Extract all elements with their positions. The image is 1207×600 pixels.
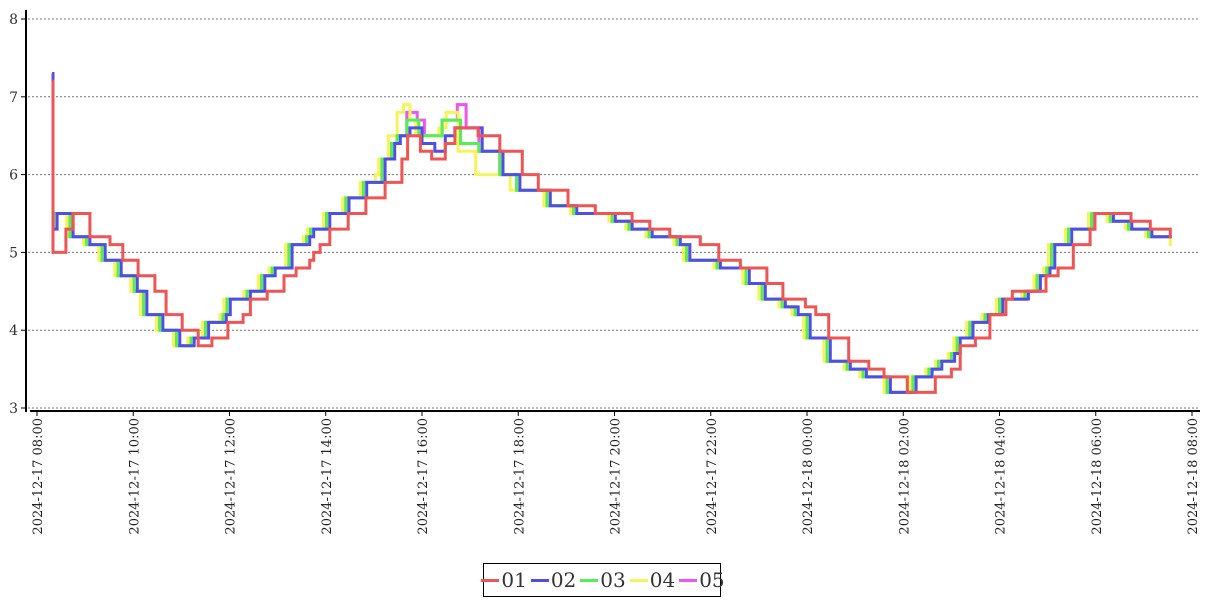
legend-swatch [580,578,599,582]
x-tick-label: 2024-12-18 08:00 [1186,418,1201,535]
y-tick-label: 8 [9,12,18,28]
y-tick-label: 4 [9,323,18,339]
legend-swatch [679,578,698,582]
x-tick-label: 2024-12-18 00:00 [801,418,816,535]
y-tick-label: 7 [9,90,18,106]
legend-swatch [629,578,648,582]
legend-swatch [530,578,549,582]
legend: 01 02 03 04 05 [481,563,725,597]
legend-item-01: 01 [479,568,527,592]
series-line-04 [51,72,1172,394]
legend-label: 05 [699,568,725,592]
series-line-01 [51,79,1172,394]
y-tick-label: 6 [9,168,18,184]
y-tick-label: 3 [9,401,18,417]
x-tick-label: 2024-12-17 12:00 [224,418,239,535]
legend-label: 03 [600,568,626,592]
x-tick-label: 2024-12-17 14:00 [320,418,335,535]
series-line-03 [51,72,1172,394]
x-tick-label: 2024-12-17 10:00 [127,418,142,535]
legend-item-02: 02 [529,568,576,592]
series-line-05 [51,72,1172,394]
legend-swatch [481,578,500,582]
series-lines [51,72,1172,394]
gridlines [28,18,1200,409]
legend-item-05: 05 [677,568,725,592]
x-tick-label: 2024-12-17 18:00 [512,418,527,535]
x-tick-label: 2024-12-18 02:00 [897,418,912,535]
x-tick-label: 2024-12-18 06:00 [1090,418,1105,535]
legend-label: 04 [649,568,676,592]
x-axis-ticks: 2024-12-17 08:00 2024-12-17 10:00 2024-12-… [31,411,1201,535]
x-tick-label: 2024-12-17 08:00 [31,418,46,535]
legend-label: 02 [550,568,577,592]
series-line-02 [51,72,1172,394]
legend-item-04: 04 [628,568,675,592]
x-tick-label: 2024-12-18 04:00 [994,418,1009,535]
x-tick-label: 2024-12-17 20:00 [609,418,624,535]
x-tick-label: 2024-12-17 22:00 [705,418,720,535]
legend-label: 01 [501,568,527,592]
legend-item-03: 03 [578,568,626,592]
y-axis-ticks: 3 4 5 6 7 8 [9,12,26,417]
x-tick-label: 2024-12-17 16:00 [416,418,431,535]
y-tick-label: 5 [9,245,18,261]
